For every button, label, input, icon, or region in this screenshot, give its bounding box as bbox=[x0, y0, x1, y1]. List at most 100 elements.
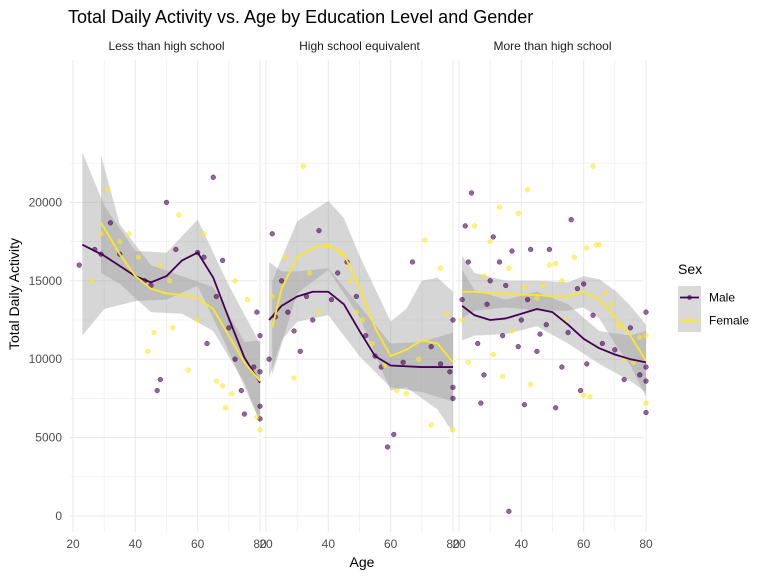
data-point-male bbox=[450, 384, 456, 391]
data-point-male bbox=[278, 278, 285, 284]
data-point-male bbox=[621, 376, 627, 383]
y-tick-label: 0 bbox=[55, 509, 62, 523]
data-point-male bbox=[204, 340, 210, 347]
data-point-female bbox=[185, 367, 191, 373]
y-axis-label: Total Daily Activity bbox=[6, 238, 22, 350]
data-point-female bbox=[394, 387, 400, 394]
data-point-male bbox=[565, 329, 571, 336]
data-point-male bbox=[310, 317, 316, 323]
data-point-male bbox=[490, 234, 496, 240]
data-point-female bbox=[581, 392, 587, 398]
data-point-female bbox=[481, 273, 487, 279]
data-point-female bbox=[89, 278, 95, 284]
legend-title: Sex bbox=[678, 261, 702, 277]
data-point-female bbox=[584, 245, 590, 251]
data-point-female bbox=[609, 301, 615, 307]
data-point-female bbox=[219, 383, 226, 389]
data-point-female bbox=[521, 284, 528, 290]
data-point-female bbox=[437, 265, 444, 271]
data-point-male bbox=[163, 199, 170, 206]
data-point-female bbox=[300, 163, 307, 169]
data-point-male bbox=[487, 278, 493, 284]
x-tick-label: 40 bbox=[129, 537, 143, 551]
data-point-female bbox=[306, 270, 313, 276]
data-point-female bbox=[254, 414, 260, 420]
data-point-male bbox=[173, 246, 179, 253]
data-point-male bbox=[503, 282, 509, 289]
data-point-female bbox=[552, 260, 559, 267]
confidence-band-female bbox=[101, 155, 260, 422]
data-point-male bbox=[534, 348, 540, 355]
data-point-female bbox=[587, 394, 593, 400]
y-tick-label: 10000 bbox=[29, 352, 63, 366]
data-point-male bbox=[627, 325, 634, 331]
legend-label-female: Female bbox=[709, 314, 749, 328]
data-point-female bbox=[176, 212, 182, 218]
data-point-female bbox=[282, 254, 288, 260]
fit-line-female bbox=[100, 222, 261, 382]
data-point-male bbox=[581, 281, 587, 287]
data-point-female bbox=[381, 362, 388, 369]
data-point-male bbox=[574, 285, 581, 292]
data-point-female bbox=[232, 278, 238, 284]
data-point-female bbox=[643, 400, 649, 406]
x-tick-label: 20 bbox=[66, 537, 80, 551]
data-point-female bbox=[590, 163, 596, 169]
data-point-female bbox=[347, 278, 353, 284]
data-point-female bbox=[269, 293, 275, 300]
data-point-female bbox=[615, 323, 621, 329]
data-point-male bbox=[496, 259, 503, 265]
data-point-male bbox=[612, 347, 618, 353]
facet-strip-label: High school equivalent bbox=[299, 39, 420, 53]
data-point-female bbox=[459, 317, 465, 323]
legend: Sex Male Female bbox=[678, 261, 749, 332]
data-point-female bbox=[170, 325, 176, 331]
fit-line-female bbox=[462, 290, 647, 362]
data-point-female bbox=[104, 187, 110, 193]
data-point-female bbox=[166, 278, 173, 284]
y-tick-label: 15000 bbox=[29, 274, 63, 288]
data-point-female bbox=[471, 223, 478, 229]
confidence-band-male bbox=[82, 152, 260, 422]
x-tick-label: 60 bbox=[191, 537, 205, 551]
x-tick-label: 80 bbox=[639, 537, 653, 551]
data-point-female bbox=[98, 231, 104, 237]
data-point-male bbox=[481, 372, 487, 378]
data-point-male bbox=[518, 317, 524, 323]
data-point-female bbox=[195, 317, 201, 323]
data-point-male bbox=[465, 259, 472, 265]
data-point-female bbox=[117, 238, 123, 245]
x-tick-label: 60 bbox=[384, 537, 398, 551]
data-point-male bbox=[552, 405, 559, 411]
data-point-female bbox=[213, 378, 220, 384]
data-point-male bbox=[528, 246, 534, 253]
data-point-male bbox=[232, 356, 238, 362]
data-point-male bbox=[584, 361, 590, 367]
data-point-male bbox=[269, 231, 275, 237]
data-point-female bbox=[257, 427, 263, 433]
data-point-female bbox=[244, 296, 251, 303]
data-point-male bbox=[524, 296, 531, 303]
x-axis-label: Age bbox=[350, 554, 375, 570]
data-point-male bbox=[285, 309, 291, 315]
x-tick-label: 40 bbox=[515, 537, 529, 551]
data-point-male bbox=[484, 301, 490, 307]
data-point-female bbox=[559, 278, 565, 284]
data-point-male bbox=[543, 322, 549, 328]
data-point-male bbox=[643, 409, 649, 416]
data-point-female bbox=[602, 290, 609, 296]
x-tick-label: 60 bbox=[577, 537, 591, 551]
data-point-female bbox=[229, 391, 235, 397]
data-point-female bbox=[135, 254, 142, 260]
data-point-female bbox=[496, 204, 503, 210]
fit-line-male bbox=[268, 290, 453, 368]
data-point-male bbox=[643, 364, 649, 370]
data-point-female bbox=[422, 237, 428, 243]
data-point-male bbox=[391, 431, 397, 438]
data-point-female bbox=[524, 187, 531, 193]
y-axis-ticks: 0 5000 10000 15000 20000 bbox=[29, 195, 63, 523]
data-point-male bbox=[213, 293, 220, 300]
data-point-male bbox=[353, 293, 360, 300]
data-point-male bbox=[546, 246, 553, 253]
